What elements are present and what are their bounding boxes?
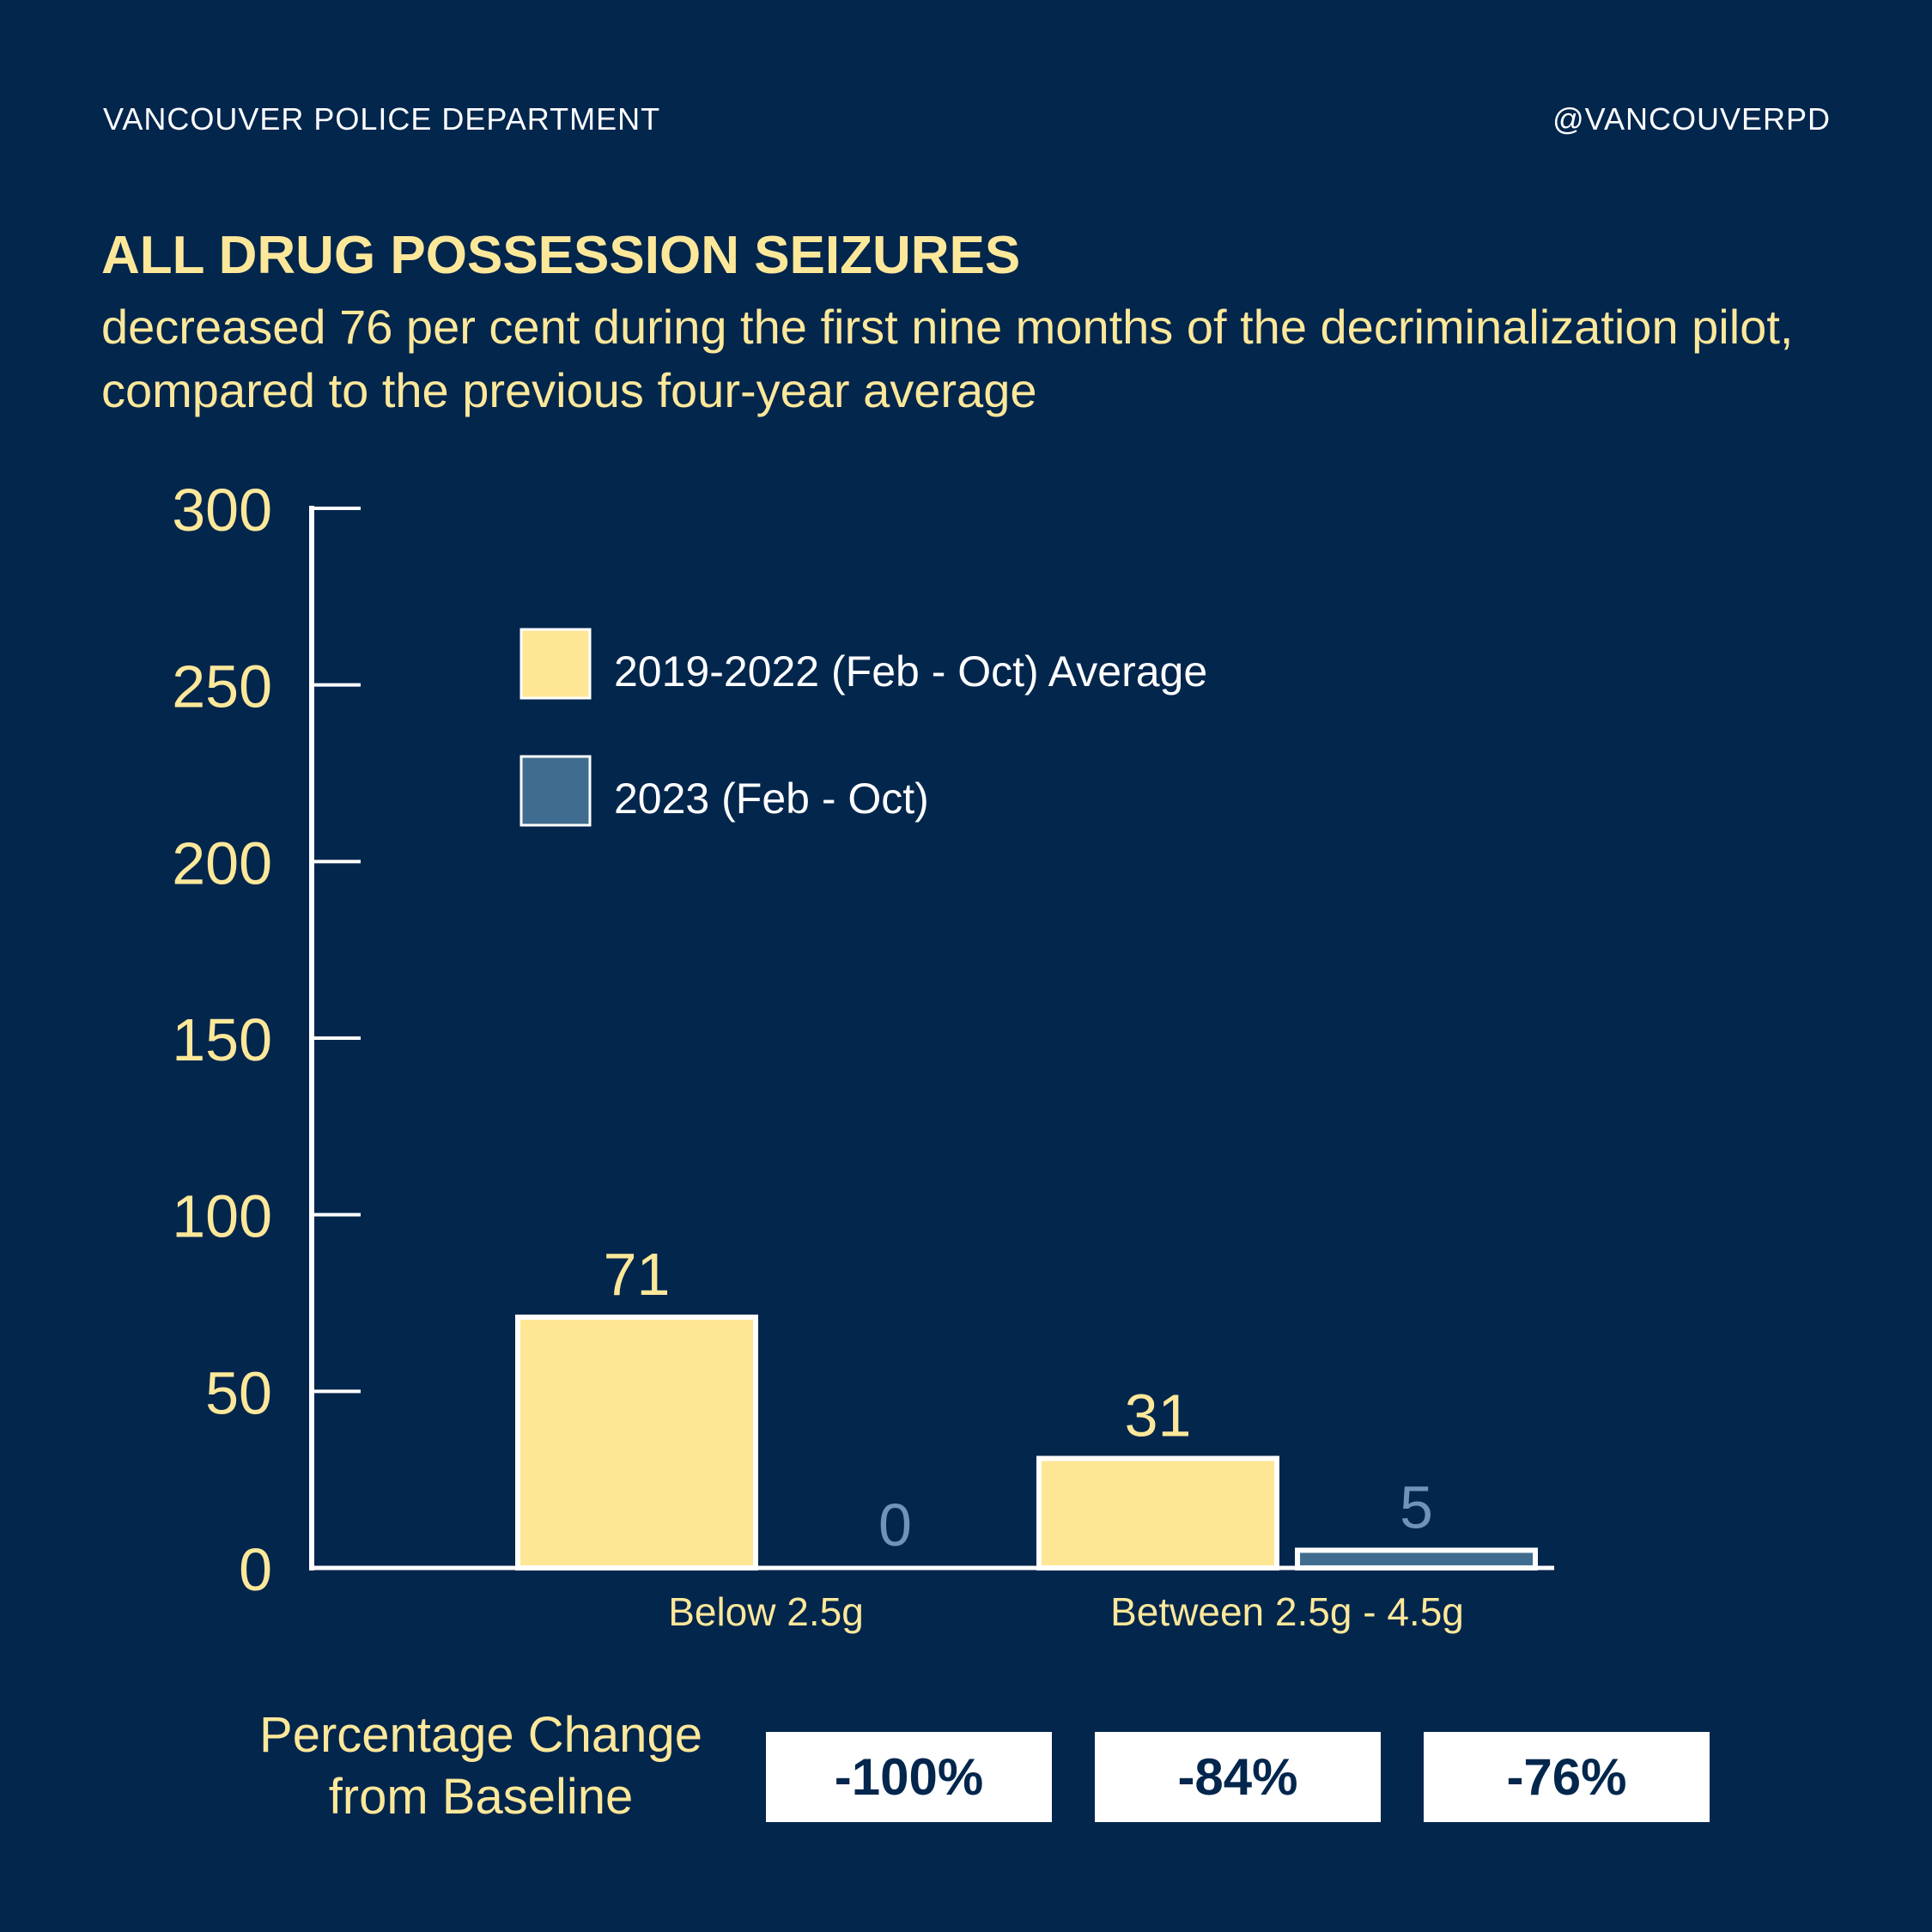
chart-title: ALL DRUG POSSESSION SEIZURES — [101, 226, 1021, 285]
y-tick-label-200: 200 — [172, 829, 272, 896]
bar-layer — [515, 1314, 1538, 1571]
y-tick-label-300: 300 — [172, 477, 272, 544]
percentage-change-label: Percentage Change from Baseline — [259, 1707, 702, 1825]
legend-swatch-0 — [519, 628, 592, 700]
percentage-change-box-below-2.5g: -100% — [766, 1732, 1052, 1822]
bar-1-1 — [1295, 1547, 1538, 1571]
value-label-1-0: 31 — [1125, 1382, 1192, 1449]
social-handle: @VANCOUVERPD — [1552, 101, 1831, 137]
bar-1-0 — [1036, 1455, 1279, 1571]
legend-label-0: 2019-2022 (Feb - Oct) Average — [614, 647, 1207, 696]
value-label-0-1: 0 — [878, 1492, 912, 1558]
y-tick-label-150: 150 — [172, 1006, 272, 1073]
x-category-label-1: Between 2.5g - 4.5g — [1110, 1589, 1464, 1634]
y-tick-label-0: 0 — [239, 1536, 272, 1603]
chart-subtitle: decreased 76 per cent during the first n… — [101, 300, 1794, 417]
percentage-change-box-between-2.5g-4.5g: -84% — [1095, 1732, 1381, 1822]
label-layer: 71 0 Below 2.5g 31 5 Between 2.5g - 4.5g — [604, 1241, 1464, 1634]
y-tick-label-50: 50 — [205, 1359, 272, 1426]
y-tick-label-250: 250 — [172, 653, 272, 720]
organization-name: VANCOUVER POLICE DEPARTMENT — [103, 101, 661, 137]
percentage-change-box-total: -76% — [1424, 1732, 1710, 1822]
bar-0-0 — [515, 1314, 758, 1571]
value-label-0-0: 71 — [604, 1241, 671, 1308]
y-tick-label-100: 100 — [172, 1183, 272, 1250]
legend-swatch-1 — [519, 755, 592, 827]
legend-label-1: 2023 (Feb - Oct) — [614, 775, 929, 823]
x-category-label-0: Below 2.5g — [668, 1589, 864, 1634]
legend: 2019-2022 (Feb - Oct) Average 2023 (Feb -… — [519, 628, 1207, 827]
value-label-1-1: 5 — [1400, 1473, 1433, 1540]
